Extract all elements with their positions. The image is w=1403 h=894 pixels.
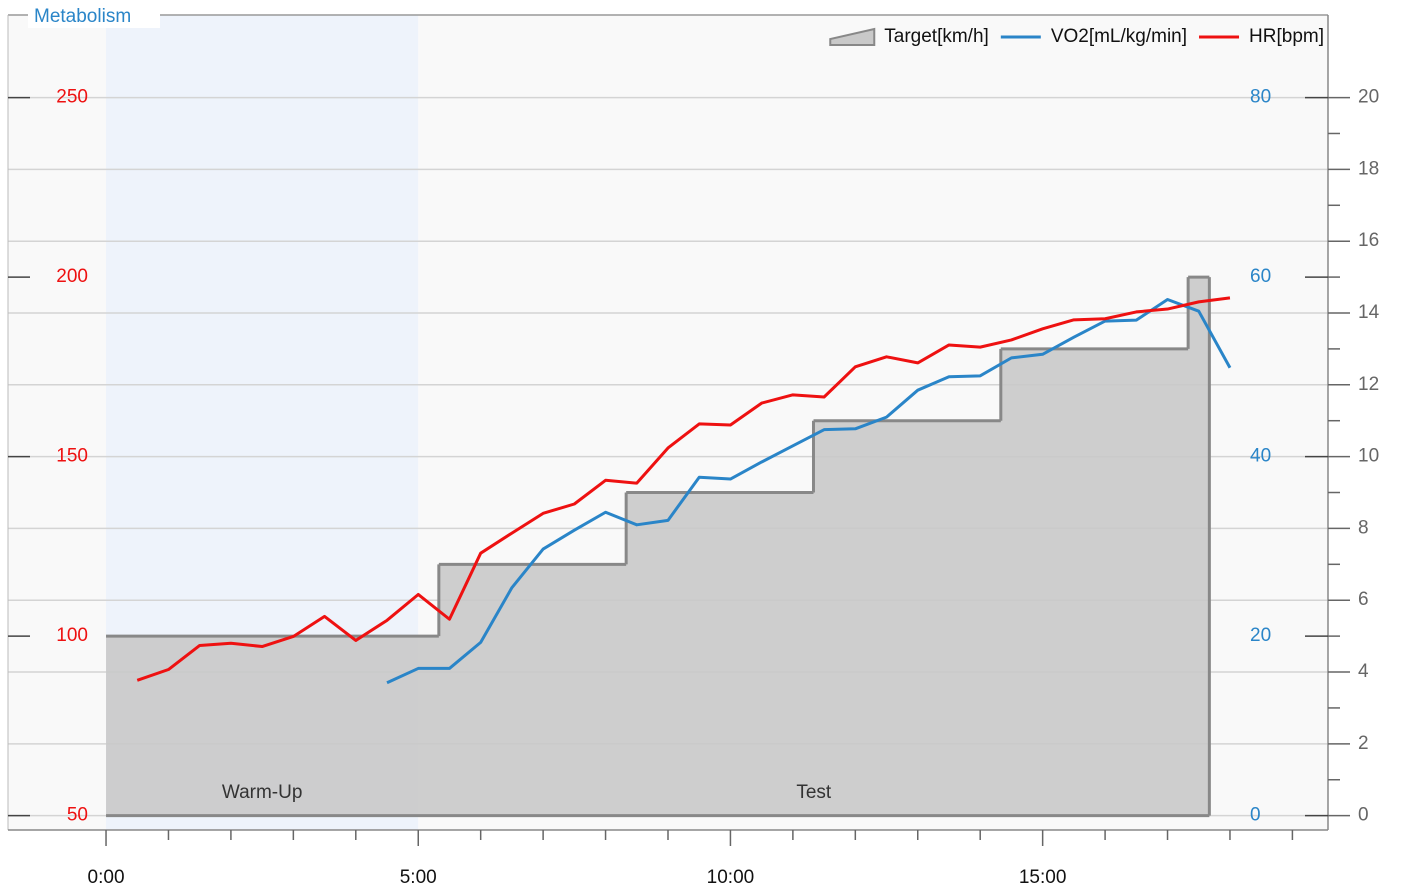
- y-tick-label: 250: [56, 87, 88, 108]
- y2-tick-label: 20: [1250, 625, 1271, 646]
- y2-tick-label: 40: [1250, 446, 1271, 467]
- series-line: [386, 298, 1232, 685]
- y3-tick-label: 16: [1358, 230, 1379, 251]
- y2-tick-label: 80: [1250, 87, 1271, 108]
- target-area: [106, 277, 1210, 816]
- chart-title: Metabolism: [34, 6, 131, 27]
- y-tick-label: 200: [56, 266, 88, 287]
- y3-tick-label: 20: [1358, 87, 1379, 108]
- phase-label: Test: [796, 782, 832, 803]
- y3-tick-label: 6: [1358, 589, 1369, 610]
- legend-label: VO2[mL/kg/min]: [1051, 26, 1187, 47]
- legend-label: HR[bpm]: [1249, 26, 1324, 47]
- title-background: [28, 4, 160, 28]
- y3-tick-label: 14: [1358, 302, 1380, 323]
- x-tick-label: 10:00: [707, 867, 755, 888]
- x-tick-label: 15:00: [1019, 867, 1067, 888]
- legend-label: Target[km/h]: [884, 26, 989, 47]
- y3-tick-label: 2: [1358, 733, 1369, 754]
- y3-tick-label: 10: [1358, 446, 1379, 467]
- y-tick-label: 100: [56, 625, 88, 646]
- y3-tick-label: 8: [1358, 517, 1369, 538]
- y2-tick-label: 60: [1250, 266, 1271, 287]
- x-tick-label: 5:00: [400, 867, 437, 888]
- y3-tick-label: 12: [1358, 374, 1379, 395]
- y3-tick-label: 18: [1358, 158, 1379, 179]
- legend-swatch: [829, 27, 876, 46]
- y-tick-label: 50: [67, 805, 88, 826]
- phase-label: Warm-Up: [222, 782, 303, 803]
- y3-tick-label: 0: [1358, 805, 1369, 826]
- x-tick-label: 0:00: [88, 867, 125, 888]
- series-line: [136, 296, 1231, 682]
- y2-tick-label: 0: [1250, 805, 1261, 826]
- y3-tick-label: 4: [1358, 661, 1369, 682]
- y-tick-label: 150: [56, 446, 88, 467]
